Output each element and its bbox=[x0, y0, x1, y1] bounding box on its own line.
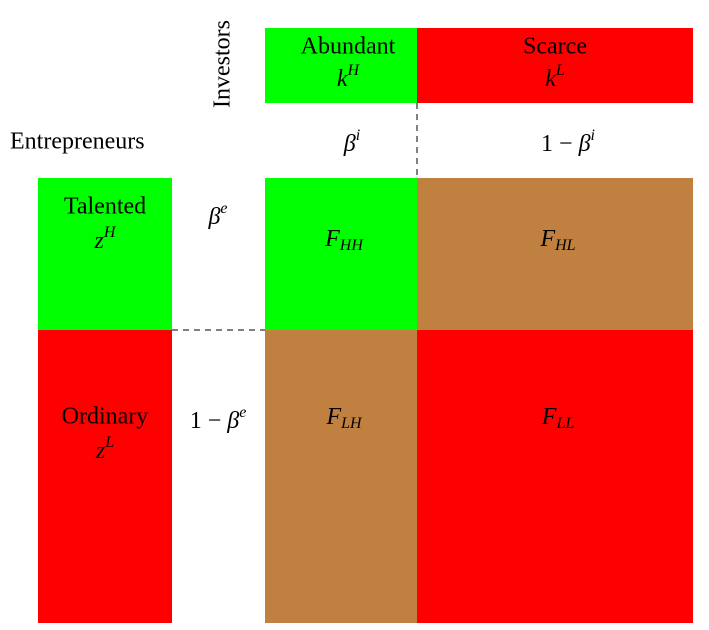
ordinary-box bbox=[38, 330, 172, 623]
column-label: Abundant bbox=[301, 34, 396, 60]
base: z bbox=[94, 228, 105, 254]
column-share: βi bbox=[343, 127, 360, 157]
entrepreneurs-title: Entrepreneurs bbox=[10, 129, 145, 155]
sub: HL bbox=[554, 237, 576, 254]
cell-label: FHH bbox=[324, 226, 364, 254]
scarce-box bbox=[417, 28, 693, 103]
row-share: βe bbox=[207, 200, 227, 230]
sup: H bbox=[347, 62, 361, 79]
sup: i bbox=[356, 127, 360, 144]
column-label: Scarce bbox=[523, 34, 587, 60]
row-label: Ordinary bbox=[62, 404, 149, 430]
base: F bbox=[325, 404, 341, 430]
sup: L bbox=[104, 434, 114, 451]
sub: LH bbox=[340, 415, 363, 432]
column-symbol: kL bbox=[545, 62, 565, 92]
abundant-box bbox=[265, 28, 417, 103]
sub: HH bbox=[339, 237, 365, 254]
talented-box bbox=[38, 178, 172, 330]
prefix: 1 − bbox=[541, 131, 579, 157]
cell-lh bbox=[265, 330, 417, 623]
row-symbol: zH bbox=[94, 224, 117, 254]
row-share: 1 − βe bbox=[190, 404, 247, 434]
sup: L bbox=[555, 62, 565, 79]
base: β bbox=[207, 204, 220, 230]
column-share: 1 − βi bbox=[541, 127, 595, 157]
row-label: Talented bbox=[64, 194, 146, 220]
sup: e bbox=[220, 200, 227, 217]
base: β bbox=[343, 131, 356, 157]
base: F bbox=[539, 226, 555, 252]
column-symbol: kH bbox=[337, 62, 361, 92]
cell-label: FLL bbox=[541, 404, 575, 432]
base: F bbox=[541, 404, 557, 430]
sup: e bbox=[239, 404, 246, 421]
base: k bbox=[545, 66, 556, 92]
cell-label: FHL bbox=[539, 226, 575, 254]
base: z bbox=[95, 438, 106, 464]
cell-hl bbox=[417, 178, 693, 330]
base: β bbox=[578, 131, 591, 157]
sub: LL bbox=[555, 415, 574, 432]
sup: i bbox=[591, 127, 595, 144]
sup: H bbox=[103, 224, 117, 241]
cell-label: FLH bbox=[325, 404, 363, 432]
investors-title: Investors bbox=[210, 20, 236, 108]
prefix: 1 − bbox=[190, 408, 228, 434]
base: F bbox=[324, 226, 340, 252]
row-symbol: zL bbox=[95, 434, 114, 464]
base: β bbox=[226, 408, 239, 434]
cell-ll bbox=[417, 330, 693, 623]
cell-hh bbox=[265, 178, 417, 330]
base: k bbox=[337, 66, 348, 92]
